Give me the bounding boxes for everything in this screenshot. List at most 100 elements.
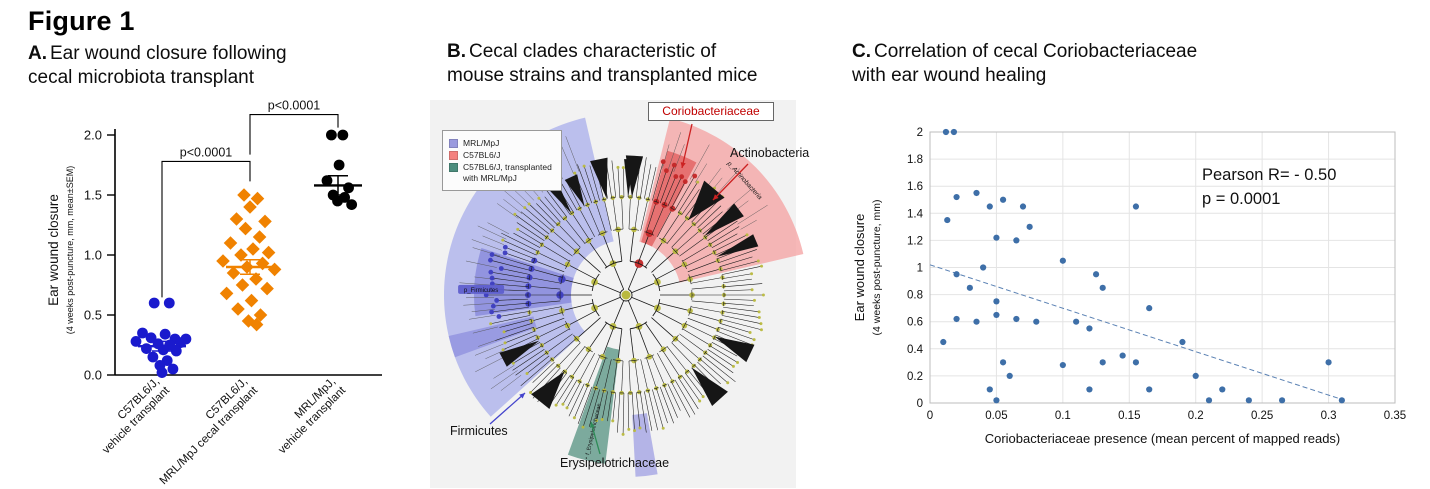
- y-axis-title: Ear wound closure: [852, 214, 867, 322]
- data-point: [999, 359, 1007, 366]
- data-point: [1073, 318, 1080, 325]
- data-point: [249, 317, 264, 332]
- data-point: [163, 297, 175, 309]
- callout-actinobacteria: Actinobacteria: [730, 146, 810, 160]
- sector-erysipelotrichaceae: [567, 346, 620, 464]
- y-tick-label: 1: [917, 263, 923, 275]
- data-point: [261, 245, 276, 260]
- panel-a-label: A.: [28, 43, 47, 64]
- data-point: [170, 345, 182, 357]
- callout-erysipelotrichaceae: Erysipelotrichaceae: [560, 456, 670, 470]
- data-point: [1146, 305, 1153, 312]
- data-point: [244, 293, 259, 308]
- data-point: [1086, 325, 1093, 332]
- significance-bracket: [161, 160, 251, 298]
- panel-c-title: C. Correlation of cecal Coriobacteriaceae…: [852, 40, 1197, 89]
- y-axis-subtitle: (4 weeks post-puncture, mm, mean±SEM): [65, 166, 75, 335]
- data-point: [343, 182, 354, 194]
- data-point: [226, 266, 241, 280]
- data-point: [1205, 397, 1213, 404]
- data-point: [1099, 359, 1106, 366]
- plot-border: [929, 131, 1396, 404]
- figure-title: Figure 1: [28, 6, 135, 36]
- y-tick-label: 0.6: [907, 317, 923, 329]
- data-point: [216, 254, 230, 268]
- panel-b: p_Actinobacteria p_Firmicutes f_Erysipelot…: [430, 28, 809, 488]
- significance-bracket: [249, 114, 339, 155]
- scatter-points: [940, 128, 1345, 404]
- panel-b-title-line2: mouse strains and transplanted mice: [447, 65, 758, 87]
- data-point: [167, 363, 179, 375]
- legend-swatch: [449, 163, 458, 173]
- y-tick-label: 0.4: [907, 344, 924, 356]
- data-point: [973, 189, 980, 197]
- data-point: [267, 262, 282, 277]
- legend-label: MRL/MpJ: [463, 138, 500, 148]
- data-point: [1192, 372, 1199, 379]
- clade-triangle: [590, 157, 608, 199]
- data-point: [223, 236, 238, 250]
- y-tick-label: 0.8: [907, 290, 923, 302]
- data-point: [953, 315, 960, 323]
- x-tick-label: 0.05: [985, 410, 1007, 422]
- cladogram-legend: MRL/MpJ C57BL6/J C57BL6/J, transplanted wit…: [442, 130, 562, 191]
- data-point: [1245, 397, 1252, 404]
- legend-item: C57BL6/J, transplanted with MRL/MpJ: [449, 162, 555, 183]
- data-point: [147, 351, 159, 363]
- data-point: [246, 242, 260, 256]
- data-point: [145, 332, 157, 344]
- data-point: [258, 214, 272, 229]
- panel-c-title-line2: with ear wound healing: [852, 65, 1047, 87]
- y-tick-label: 0.0: [84, 368, 102, 383]
- callout-firmicutes: Firmicutes: [450, 424, 508, 438]
- data-point: [1006, 372, 1013, 379]
- data-point: [250, 191, 265, 206]
- data-point: [137, 327, 148, 339]
- clade-triangle: [499, 340, 540, 367]
- data-point: [333, 159, 345, 171]
- data-point: [1033, 318, 1040, 325]
- data-point: [237, 188, 251, 202]
- data-point: [157, 344, 169, 356]
- data-point: [993, 311, 1000, 319]
- legend-item: C57BL6/J: [449, 150, 555, 161]
- y-tick-label: 0.5: [84, 308, 102, 323]
- panel-b-title: B. Cecal clades characteristic of mouse s…: [447, 40, 758, 89]
- data-point: [249, 272, 263, 286]
- root-node: [621, 290, 631, 300]
- data-point: [1132, 203, 1140, 210]
- data-point: [238, 221, 253, 236]
- sector-clade-a: [448, 316, 537, 358]
- trendline: [929, 264, 1345, 401]
- sector-label-firmicutes: p_Firmicutes: [458, 284, 505, 294]
- callout-coriobacteriaceae: Coriobacteriaceae: [648, 102, 774, 121]
- data-point: [156, 367, 168, 378]
- panel-c-label: C.: [852, 41, 871, 62]
- data-point: [1179, 338, 1186, 346]
- data-point: [1026, 223, 1033, 230]
- data-point: [950, 128, 958, 136]
- pearson-annotation: Pearson R= - 0.50: [1202, 166, 1336, 184]
- data-point: [940, 338, 947, 346]
- y-tick-label: 1.2: [907, 235, 923, 247]
- y-tick-label: 2.0: [84, 128, 102, 143]
- data-point: [1132, 359, 1140, 366]
- data-point: [980, 264, 987, 271]
- y-axis-title: Ear wound closure: [46, 194, 61, 306]
- data-point: [1219, 386, 1226, 393]
- data-point: [332, 195, 343, 207]
- data-point: [993, 234, 1000, 241]
- x-tick-label: 0.25: [1251, 410, 1273, 422]
- data-point: [953, 271, 960, 278]
- y-tick-label: 1.5: [84, 188, 102, 203]
- x-tick-label: 0.1: [1055, 410, 1071, 422]
- clade-triangle: [531, 371, 565, 410]
- x-tick-label: 0.3: [1321, 410, 1337, 422]
- data-point: [337, 129, 349, 141]
- group-1: [216, 188, 282, 332]
- data-point: [942, 128, 950, 136]
- data-point: [993, 298, 1000, 305]
- data-point: [252, 230, 267, 244]
- data-point: [1278, 397, 1286, 404]
- data-point: [148, 297, 160, 309]
